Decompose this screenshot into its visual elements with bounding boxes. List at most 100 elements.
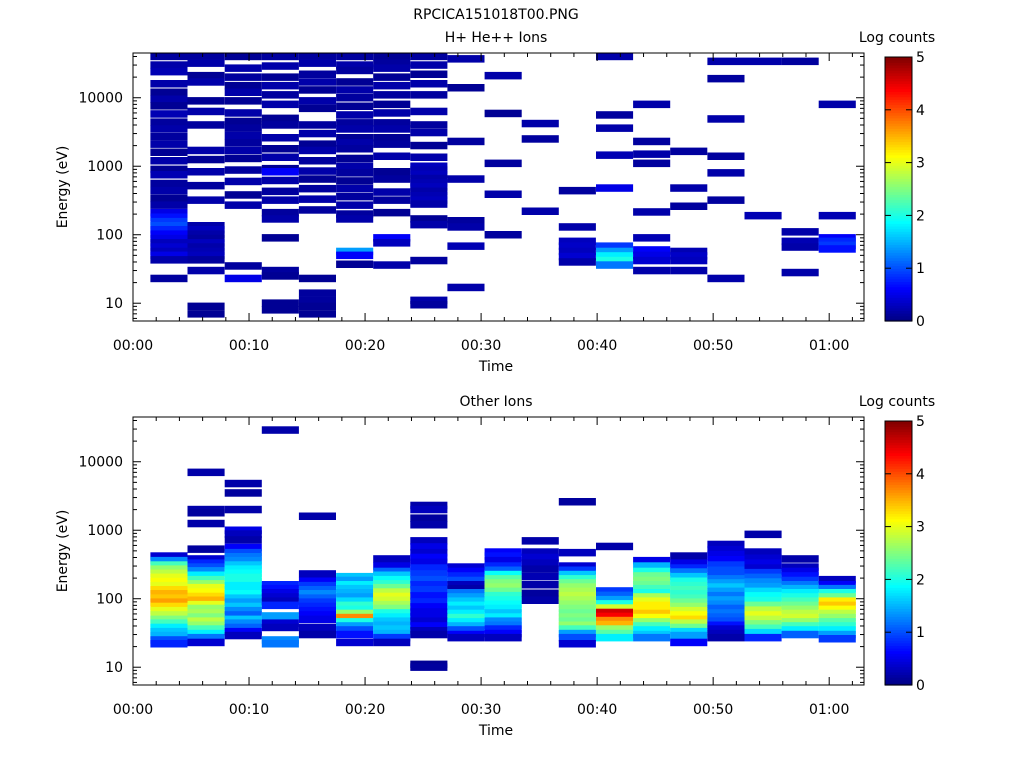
spectrogram-cell <box>410 61 448 69</box>
spectrogram-cell <box>818 584 856 593</box>
spectrogram-cell <box>150 157 188 165</box>
spectrogram-cell <box>150 602 188 611</box>
colorbar-swatch <box>885 624 912 628</box>
spectrogram-cell <box>447 563 485 571</box>
spectrogram-cell <box>187 596 225 604</box>
spectrogram-cell <box>224 88 262 96</box>
spectrogram-cell <box>336 251 374 260</box>
spectrogram-cell <box>224 146 262 155</box>
spectrogram-cell <box>781 613 819 622</box>
spectrogram-cell <box>373 100 411 109</box>
spectrogram-cell <box>521 565 559 573</box>
spectrogram-cell <box>336 630 374 639</box>
spectrogram-cell <box>633 581 671 589</box>
spectrogram-cell <box>224 139 262 147</box>
spectrogram-cell <box>298 70 336 78</box>
colorbar-swatch <box>885 526 912 530</box>
colorbar-swatch <box>885 291 912 296</box>
colorbar-swatch <box>885 220 912 224</box>
spectrogram-cell <box>373 621 411 629</box>
colorbar-swatch <box>885 523 912 528</box>
spectrogram-cell <box>187 559 225 567</box>
spectrogram-cell <box>336 581 374 589</box>
colorbar-swatch <box>885 236 912 240</box>
spectrogram-cell <box>781 584 819 593</box>
colorbar-swatch <box>885 146 912 150</box>
spectrogram-cell <box>298 206 336 214</box>
colorbar-swatch <box>885 674 912 678</box>
colorbar-swatch <box>885 542 912 546</box>
x-tick-label: 00:50 <box>693 702 733 718</box>
colorbar-swatch <box>885 642 912 646</box>
spectrogram-cell <box>521 581 559 589</box>
colorbar-swatch <box>885 492 912 496</box>
spectrogram-cell <box>373 168 411 176</box>
colorbar-swatch <box>885 175 912 180</box>
spectrogram-cell <box>484 231 522 239</box>
spectrogram-cell <box>373 633 411 642</box>
colorbar-swatch <box>885 447 912 451</box>
spectrogram-cell <box>558 640 596 648</box>
spectrogram-cell <box>261 636 299 644</box>
spectrogram-cell <box>298 590 336 598</box>
spectrogram-cell <box>261 114 299 123</box>
spectrogram-cell <box>781 609 819 618</box>
spectrogram-cell <box>187 155 225 164</box>
colorbar-swatch <box>885 138 912 143</box>
spectrogram-cell <box>558 617 596 625</box>
spectrogram-cell <box>670 572 708 581</box>
spectrogram-cell <box>670 147 708 156</box>
colorbar-swatch <box>885 159 912 164</box>
spectrogram-cell <box>336 597 374 605</box>
spectrogram-cell <box>187 222 225 230</box>
spectrogram-cell <box>261 234 299 242</box>
colorbar-swatch <box>885 658 912 662</box>
colorbar-tick-label: 4 <box>916 467 925 483</box>
colorbar-swatch <box>885 286 912 290</box>
spectrogram-cell <box>484 570 522 579</box>
spectrogram-cell <box>187 310 225 318</box>
spectrogram-cell <box>336 139 374 147</box>
spectrogram-cell <box>187 609 225 617</box>
spectrogram-cell <box>261 581 299 589</box>
colorbar-swatch <box>885 88 912 92</box>
spectrogram-cell <box>373 583 411 592</box>
colorbar-tick-label: 0 <box>916 314 925 330</box>
spectrogram-cell <box>707 575 745 583</box>
spectrogram-cell <box>187 78 225 86</box>
spectrogram-cell <box>150 590 188 598</box>
spectrogram-cell <box>298 86 336 94</box>
spectrogram-cell <box>633 605 671 614</box>
spectrogram-cell <box>373 109 411 117</box>
spectrogram-cell <box>410 537 448 545</box>
y-tick-label: 10 <box>105 296 123 312</box>
colorbar-swatch <box>885 231 912 235</box>
spectrogram-cell <box>633 572 671 580</box>
colorbar-swatch <box>885 534 912 538</box>
spectrogram-cell <box>633 567 671 576</box>
spectrogram-cell <box>298 146 336 155</box>
spectrogram-cell <box>484 562 522 570</box>
colorbar-swatch <box>885 460 912 464</box>
spectrogram-cell <box>224 124 262 132</box>
spectrogram-cell <box>150 61 188 69</box>
spectrogram-cell <box>336 638 374 647</box>
spectrogram-cell <box>558 498 596 506</box>
spectrogram-cell <box>484 625 522 633</box>
spectrogram-cell <box>707 152 745 160</box>
spectrogram-cell <box>336 119 374 127</box>
spectrogram-cell <box>781 268 819 277</box>
spectrogram-cell <box>150 230 188 238</box>
spectrogram-cell <box>484 596 522 604</box>
spectrogram-cell <box>150 88 188 96</box>
spectrogram-cell <box>187 613 225 621</box>
spectrogram-cell <box>744 624 782 632</box>
colorbar-swatch <box>885 426 912 430</box>
spectrogram-cell <box>447 597 485 605</box>
spectrogram-cell <box>744 559 782 567</box>
spectrogram-cell <box>558 247 596 256</box>
spectrogram-cell <box>410 91 448 99</box>
spectrogram-cell <box>596 587 634 595</box>
colorbar-swatch <box>885 170 912 174</box>
spectrogram-cell <box>410 575 448 584</box>
